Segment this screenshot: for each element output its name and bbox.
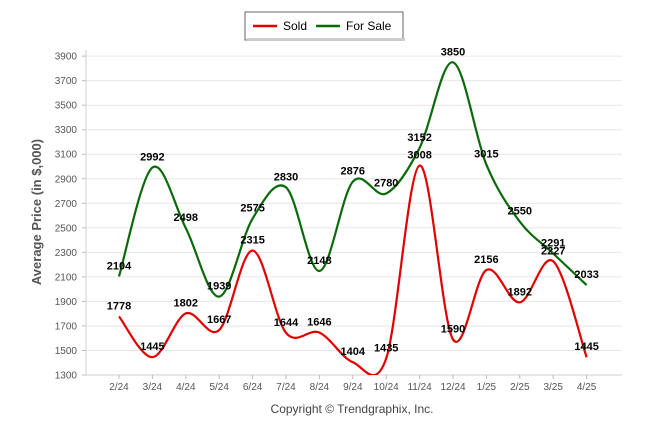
y-tick-label: 3100 [55, 150, 78, 161]
data-label-for-sale: 2992 [140, 151, 164, 163]
axes [85, 50, 622, 376]
y-tick-label: 3500 [55, 101, 78, 112]
data-label-sold: 2156 [474, 254, 498, 266]
data-label-for-sale: 3015 [474, 149, 498, 161]
data-label-for-sale: 3152 [407, 132, 431, 144]
y-tick-label: 1500 [55, 346, 78, 357]
data-label-for-sale: 2575 [240, 203, 264, 215]
legend-label-for-sale[interactable]: For Sale [346, 19, 392, 33]
data-label-sold: 1590 [441, 323, 465, 335]
series-line-sold [118, 164, 588, 375]
x-tick-label: 2/25 [510, 382, 530, 393]
data-label-sold: 1802 [174, 297, 198, 309]
x-tick-label: 9/24 [343, 382, 363, 393]
legend-shadow [247, 38, 405, 41]
data-label-sold: 2315 [240, 235, 264, 247]
data-label-sold: 1644 [274, 317, 299, 329]
x-tick-label: 8/24 [310, 382, 330, 393]
x-tick-label: 4/24 [176, 382, 196, 393]
data-label-sold: 1892 [508, 286, 532, 298]
data-label-sold: 1778 [107, 300, 131, 312]
data-label-sold: 1445 [140, 341, 164, 353]
x-tick-label: 1/25 [477, 382, 497, 393]
data-label-for-sale: 2780 [374, 177, 398, 189]
data-label-for-sale: 2550 [508, 206, 532, 218]
x-tick-label: 5/24 [209, 382, 229, 393]
x-tick-label: 2/24 [109, 382, 129, 393]
y-tick-labels: 1300 1500 1700 1900 2100 2300 2500 2700 2900 3100… [55, 52, 78, 382]
x-tick-label: 11/24 [407, 382, 432, 393]
data-label-for-sale: 2291 [541, 237, 565, 249]
data-label-sold: 1435 [374, 342, 398, 354]
data-label-for-sale: 2033 [574, 269, 598, 281]
data-label-sold: 2227 [541, 245, 565, 257]
y-tick-label: 3900 [55, 52, 78, 63]
y-tick-label: 2300 [55, 248, 78, 259]
data-label-for-sale: 1939 [207, 281, 231, 293]
x-tick-label: 12/24 [440, 382, 465, 393]
y-tick-label: 1700 [55, 321, 78, 332]
series-lines [117, 61, 588, 375]
x-tick-label: 10/24 [374, 382, 399, 393]
legend-label-sold[interactable]: Sold [283, 19, 307, 33]
x-tick-label: 6/24 [243, 382, 263, 393]
y-tick-label: 2700 [55, 199, 78, 210]
y-tick-label: 2500 [55, 223, 78, 234]
x-tick-label: 3/24 [143, 382, 163, 393]
y-tick-label: 2100 [55, 272, 78, 283]
y-axis-title: Average Price (in $,000) [29, 139, 44, 285]
legend[interactable]: Sold For Sale [244, 11, 405, 41]
series-line-for-sale [117, 61, 588, 298]
y-tick-label: 3700 [55, 76, 78, 87]
data-label-sold: 3008 [407, 150, 431, 162]
x-tick-label: 7/24 [276, 382, 296, 393]
x-tick-label: 3/25 [543, 382, 563, 393]
gridlines [82, 55, 622, 376]
y-tick-label: 3300 [55, 125, 78, 136]
data-label-for-sale: 2830 [274, 171, 298, 183]
data-label-for-sale: 2104 [107, 260, 132, 272]
data-label-sold: 1445 [574, 341, 598, 353]
data-label-sold: 1667 [207, 314, 231, 326]
data-label-for-sale: 3850 [441, 46, 465, 58]
data-label-sold: 1646 [307, 317, 331, 329]
x-tick-label: 4/25 [577, 382, 597, 393]
y-tick-label: 1300 [55, 371, 78, 382]
data-label-sold: 1404 [341, 346, 366, 358]
copyright-credit: Copyright © Trendgraphix, Inc. [271, 402, 434, 416]
data-label-for-sale: 2876 [341, 166, 365, 178]
data-labels: 1778 1445 1802 1667 2315 1644 1646 1404 1435 3008… [107, 46, 599, 358]
y-tick-label: 2900 [55, 174, 78, 185]
y-tick-label: 1900 [55, 297, 78, 308]
data-label-for-sale: 2498 [174, 212, 198, 224]
x-tick-labels: 2/24 3/24 4/24 5/24 6/24 7/24 8/24 9/24 10/24 11/… [109, 375, 597, 393]
data-label-for-sale: 2148 [307, 255, 331, 267]
